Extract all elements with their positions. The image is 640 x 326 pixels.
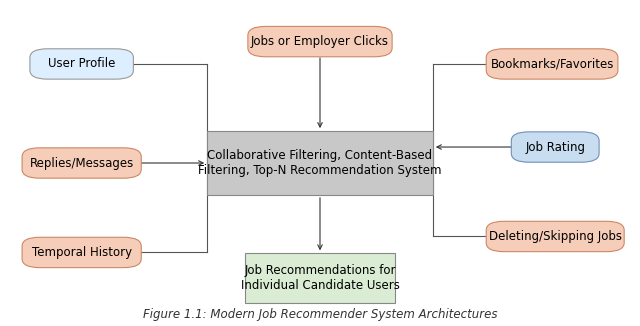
FancyBboxPatch shape: [244, 253, 396, 303]
FancyBboxPatch shape: [30, 49, 133, 79]
Text: User Profile: User Profile: [48, 57, 115, 70]
Text: Deleting/Skipping Jobs: Deleting/Skipping Jobs: [489, 230, 621, 243]
FancyBboxPatch shape: [207, 131, 433, 195]
FancyBboxPatch shape: [511, 132, 599, 162]
Text: Job Rating: Job Rating: [525, 141, 585, 154]
Text: Temporal History: Temporal History: [31, 246, 132, 259]
FancyBboxPatch shape: [486, 221, 624, 252]
FancyBboxPatch shape: [248, 26, 392, 57]
FancyBboxPatch shape: [22, 237, 141, 268]
Text: Bookmarks/Favorites: Bookmarks/Favorites: [490, 57, 614, 70]
Text: Jobs or Employer Clicks: Jobs or Employer Clicks: [251, 35, 389, 48]
Text: Job Recommendations for
Individual Candidate Users: Job Recommendations for Individual Candi…: [241, 264, 399, 292]
Text: Figure 1.1: Modern Job Recommender System Architectures: Figure 1.1: Modern Job Recommender Syste…: [143, 308, 497, 321]
Text: Collaborative Filtering, Content-Based
Filtering, Top-N Recommendation System: Collaborative Filtering, Content-Based F…: [198, 149, 442, 177]
FancyBboxPatch shape: [22, 148, 141, 178]
FancyBboxPatch shape: [486, 49, 618, 79]
Text: Replies/Messages: Replies/Messages: [29, 156, 134, 170]
